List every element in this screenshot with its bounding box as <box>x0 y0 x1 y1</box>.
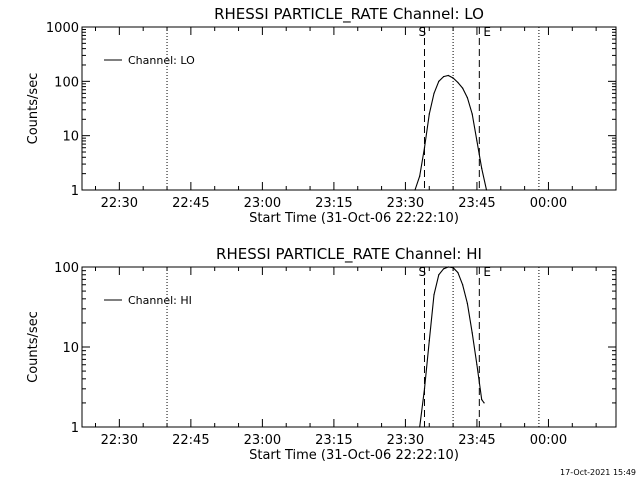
data-point <box>462 87 464 89</box>
x-tick-label: 00:00 <box>530 433 567 448</box>
data-point <box>447 266 449 268</box>
legend-label: Channel: HI <box>128 294 192 307</box>
data-point <box>462 284 464 286</box>
x-tick-label: 23:30 <box>387 433 424 448</box>
x-tick-label: 23:30 <box>387 196 424 211</box>
data-point <box>438 80 440 82</box>
data-point <box>428 113 430 115</box>
data-point <box>438 274 440 276</box>
start-marker-label: S <box>418 25 426 39</box>
x-tick-label: 23:15 <box>315 196 352 211</box>
data-point <box>457 81 459 84</box>
data-point <box>414 189 416 191</box>
chart-panel-1: RHESSI PARTICLE_RATE Channel: LO 22:30 22:… <box>26 5 617 226</box>
plot-frame <box>81 26 617 191</box>
x-tick-label: 23:45 <box>458 196 495 211</box>
data-point <box>481 399 483 401</box>
x-tick-label: 22:45 <box>172 433 209 448</box>
data-point <box>443 76 445 78</box>
start-marker-label: S <box>418 265 426 279</box>
y-tick-label: 10 <box>62 130 79 145</box>
data-point <box>483 402 485 404</box>
x-tick-label: 23:00 <box>244 433 281 448</box>
x-tick-label: 22:45 <box>172 196 209 211</box>
plot-frame <box>81 266 617 428</box>
y-tick-label: 10 <box>62 341 79 356</box>
data-point <box>443 268 445 270</box>
x-tick-label: 22:30 <box>101 433 138 448</box>
x-tick-label: 23:00 <box>244 196 281 211</box>
data-point <box>452 77 454 79</box>
chart-panel-2: RHESSI PARTICLE_RATE Channel: HI 22:30 22:… <box>26 245 617 463</box>
data-point <box>452 267 454 269</box>
y-tick-label: 1000 <box>46 21 79 36</box>
y-axis-label: Counts/sec <box>26 73 41 145</box>
data-point <box>419 175 421 177</box>
data-point <box>419 426 421 428</box>
data-point <box>471 113 473 115</box>
data-point <box>476 364 478 366</box>
series-line <box>419 266 485 428</box>
x-axis-label: Start Time (31-Oct-06 22:22:10) <box>249 211 459 226</box>
data-point <box>476 140 478 142</box>
chart-title: RHESSI PARTICLE_RATE Channel: HI <box>216 245 482 264</box>
y-tick-label: 1 <box>71 184 79 199</box>
data-point <box>423 388 426 390</box>
data-point <box>447 74 449 77</box>
data-point <box>471 332 473 334</box>
data-point <box>466 97 468 99</box>
x-axis-label: Start Time (31-Oct-06 22:22:10) <box>249 448 459 463</box>
end-marker-label: E <box>483 25 491 39</box>
data-point <box>433 92 435 94</box>
series-line <box>414 74 488 191</box>
end-marker-label: E <box>483 265 491 279</box>
y-axis-label: Counts/sec <box>26 311 41 383</box>
data-point <box>457 272 459 274</box>
x-tick-label: 00:00 <box>530 196 567 211</box>
data-point <box>428 340 430 342</box>
data-point <box>466 302 468 305</box>
y-tick-label: 1 <box>71 421 79 436</box>
x-tick-label: 23:45 <box>458 433 495 448</box>
data-point <box>485 189 488 191</box>
chart-title: RHESSI PARTICLE_RATE Channel: LO <box>214 5 484 24</box>
data-point <box>481 167 483 169</box>
y-tick-label: 100 <box>54 75 79 90</box>
data-point <box>433 294 435 296</box>
footer-timestamp: 17-Oct-2021 15:49 <box>560 468 636 477</box>
legend-label: Channel: LO <box>128 54 195 67</box>
x-tick-label: 23:15 <box>315 433 352 448</box>
data-point <box>423 147 426 149</box>
y-tick-label: 100 <box>54 261 79 276</box>
x-tick-label: 22:30 <box>101 196 138 211</box>
